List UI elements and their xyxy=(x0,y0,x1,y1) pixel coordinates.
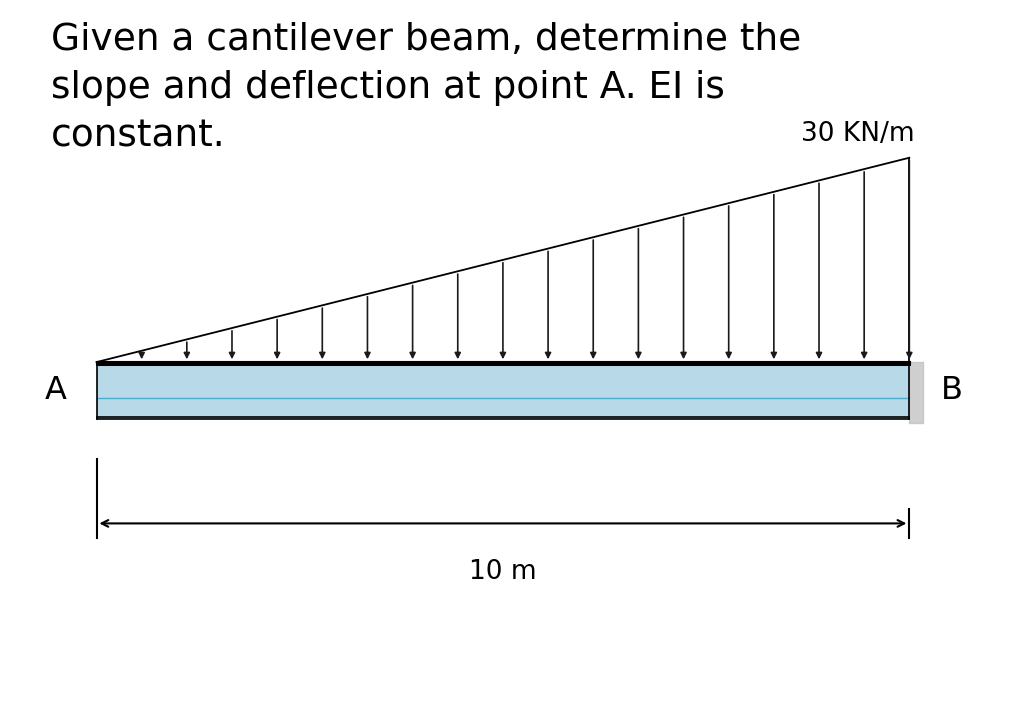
Text: B: B xyxy=(941,375,963,407)
Text: A: A xyxy=(45,375,67,407)
Bar xyxy=(97,362,909,419)
Text: 10 m: 10 m xyxy=(469,559,536,585)
Text: Given a cantilever beam, determine the
slope and deflection at point A. EI is
co: Given a cantilever beam, determine the s… xyxy=(51,22,801,155)
Text: 30 KN/m: 30 KN/m xyxy=(801,121,914,147)
